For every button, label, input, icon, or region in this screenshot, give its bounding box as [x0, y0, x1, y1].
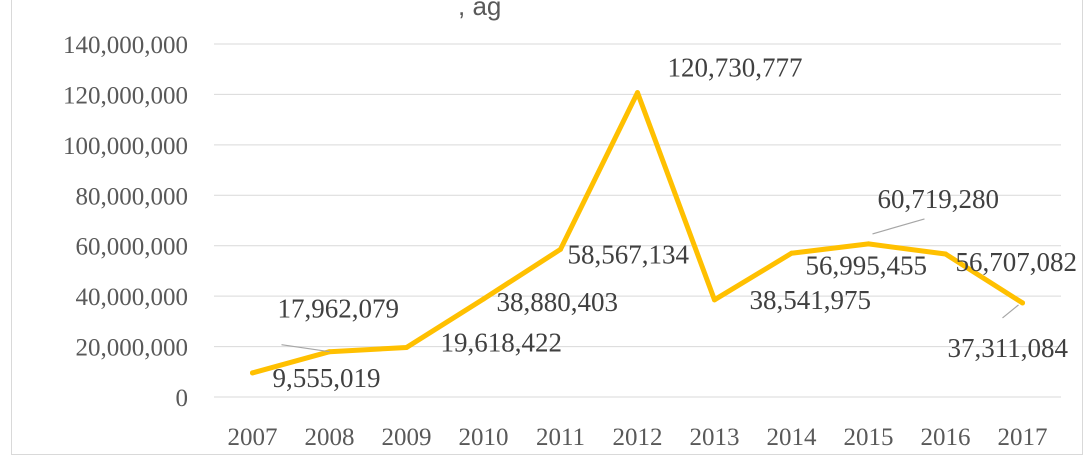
y-tick-label: 140,000,000 — [63, 32, 188, 59]
data-label: 56,995,455 — [806, 250, 928, 280]
data-label: 60,719,280 — [878, 184, 1000, 214]
x-tick-label: 2007 — [228, 424, 278, 451]
data-label: 9,555,019 — [273, 363, 381, 393]
data-label: 38,880,403 — [497, 287, 619, 317]
y-tick-label: 60,000,000 — [76, 234, 189, 261]
data-point — [558, 246, 563, 252]
data-labels: 9,555,019 17,962,079 19,618,422 38,880,403 5… — [273, 53, 1078, 393]
x-tick-label: 2015 — [844, 424, 894, 451]
x-tick-label: 2016 — [921, 424, 971, 451]
series — [250, 90, 1025, 376]
data-label: 37,311,084 — [948, 333, 1069, 363]
label-leader-line — [1002, 304, 1019, 319]
data-label: 17,962,079 — [278, 294, 400, 324]
y-tick-label: 80,000,000 — [76, 183, 189, 210]
data-point — [789, 250, 794, 256]
x-tick-label: 2014 — [767, 424, 818, 451]
data-point — [1020, 300, 1025, 306]
chart-frame — [11, 0, 1083, 455]
data-label: 56,707,082 — [956, 247, 1078, 277]
y-tick-label: 40,000,000 — [76, 284, 189, 311]
y-tick-label: 100,000,000 — [63, 133, 188, 160]
x-axis-ticks: 2007 2008 2009 2010 2011 2012 2013 2014 2015 2016… — [228, 424, 1048, 451]
x-tick-label: 2008 — [305, 424, 355, 451]
label-leader-line — [281, 344, 330, 353]
x-tick-label: 2012 — [613, 424, 663, 451]
y-axis-ticks: 0 20,000,000 40,000,000 60,000,000 80,000,00… — [63, 32, 188, 412]
data-point — [404, 345, 409, 351]
data-label: 120,730,777 — [668, 53, 803, 83]
data-point — [866, 241, 871, 247]
x-tick-label: 2009 — [382, 424, 432, 451]
gridlines — [214, 43, 1061, 398]
data-label: 38,541,975 — [750, 285, 872, 315]
data-point — [250, 370, 255, 376]
x-tick-label: 2017 — [998, 424, 1048, 451]
data-point — [481, 296, 486, 302]
data-label: 19,618,422 — [441, 328, 563, 358]
x-tick-label: 2010 — [459, 424, 509, 451]
data-label: 58,567,134 — [568, 239, 690, 269]
chart-title: , ag — [458, 0, 501, 21]
data-point — [635, 90, 640, 96]
label-leader-line — [872, 218, 925, 235]
y-tick-label: 120,000,000 — [63, 82, 188, 109]
y-tick-label: 0 — [176, 385, 189, 412]
data-point — [712, 297, 717, 303]
series-line-0 — [250, 90, 1025, 376]
data-point — [943, 251, 948, 257]
y-tick-label: 20,000,000 — [76, 335, 189, 362]
x-tick-label: 2013 — [690, 424, 740, 451]
x-tick-label: 2011 — [536, 424, 585, 451]
